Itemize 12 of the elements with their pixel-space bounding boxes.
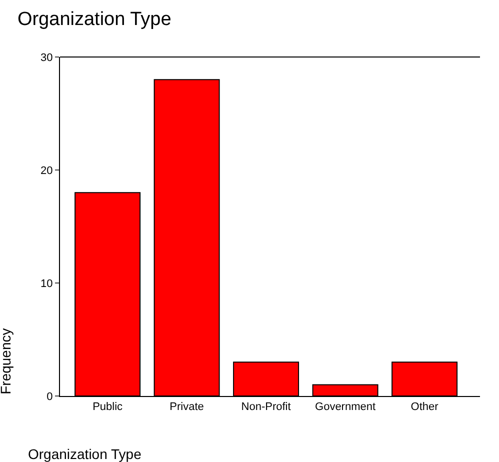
y-axis-title: Frequency [0,328,14,394]
y-tick-label: 0 [46,390,53,403]
x-tick-label: Public [92,401,124,414]
chart-title: Organization Type [17,8,172,30]
x-tick-label: Non-Profit [241,401,291,414]
y-tick-label: 30 [40,52,53,64]
x-axis-title: Organization Type [28,446,142,462]
y-tick-label: 10 [40,278,53,290]
y-tick-label: 20 [40,164,53,177]
x-tick-label: Other [410,401,439,414]
x-tick-label: Government [315,401,376,414]
x-tick-label: Private [170,401,204,414]
